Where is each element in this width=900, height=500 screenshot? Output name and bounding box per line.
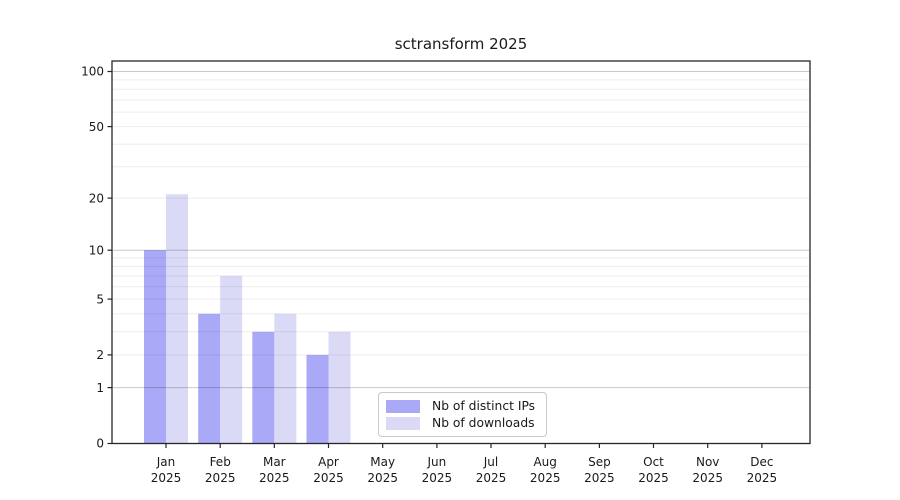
y-tick-label-2: 2 <box>96 348 104 362</box>
y-tick-label-1: 1 <box>96 381 104 395</box>
x-tick-year-dec: 2025 <box>747 471 778 485</box>
x-tick-year-jun: 2025 <box>422 471 453 485</box>
x-tick-label-feb: Feb <box>210 455 231 469</box>
bar-distinct-ips-feb <box>198 313 221 444</box>
x-tick-label-jan: Jan <box>156 455 176 469</box>
gridlines <box>112 71 810 389</box>
x-tick-year-jan: 2025 <box>151 471 182 485</box>
x-tick-label-sep: Sep <box>588 455 611 469</box>
y-tick-label-10: 10 <box>89 243 104 257</box>
x-tick-label-may: May <box>370 455 395 469</box>
x-tick-label-oct: Oct <box>643 455 664 469</box>
x-tick-label-nov: Nov <box>696 455 719 469</box>
legend-item-distinct-ips: Nb of distinct IPs <box>386 398 546 413</box>
legend-item-downloads: Nb of downloads <box>386 415 546 430</box>
y-tick-label-50: 50 <box>89 120 104 134</box>
chart-title: sctransform 2025 <box>394 35 528 53</box>
x-tick-label-apr: Apr <box>318 455 339 469</box>
bar-downloads-feb <box>220 275 243 444</box>
x-tick-label-jul: Jul <box>483 455 498 469</box>
x-tick-year-oct: 2025 <box>638 471 669 485</box>
legend-label-downloads: Nb of downloads <box>432 415 535 430</box>
legend: Nb of distinct IPs Nb of downloads <box>378 392 547 437</box>
y-tick-label-100: 100 <box>81 65 104 79</box>
y-tick-label-0: 0 <box>96 437 104 451</box>
x-tick-label-aug: Aug <box>533 455 556 469</box>
axes-spines <box>111 60 811 445</box>
x-tick-year-nov: 2025 <box>692 471 723 485</box>
x-tick-year-aug: 2025 <box>530 471 561 485</box>
legend-swatch-distinct-ips <box>386 399 420 413</box>
x-tick-year-jul: 2025 <box>476 471 507 485</box>
bar-distinct-ips-apr <box>306 354 329 444</box>
x-tick-label-dec: Dec <box>750 455 773 469</box>
bar-downloads-mar <box>274 313 297 444</box>
y-tick-label-20: 20 <box>89 191 104 205</box>
legend-label-distinct-ips: Nb of distinct IPs <box>432 398 536 413</box>
x-tick-year-sep: 2025 <box>584 471 615 485</box>
x-tick-year-feb: 2025 <box>205 471 236 485</box>
x-tick-year-apr: 2025 <box>313 471 344 485</box>
x-tick-label-jun: Jun <box>427 455 447 469</box>
x-tick-year-may: 2025 <box>367 471 398 485</box>
x-tick-year-mar: 2025 <box>259 471 290 485</box>
bar-downloads-jan <box>166 194 188 444</box>
x-tick-label-mar: Mar <box>263 455 286 469</box>
y-tick-label-5: 5 <box>96 292 104 306</box>
bar-distinct-ips-jan <box>144 250 166 444</box>
legend-swatch-downloads <box>386 416 420 430</box>
